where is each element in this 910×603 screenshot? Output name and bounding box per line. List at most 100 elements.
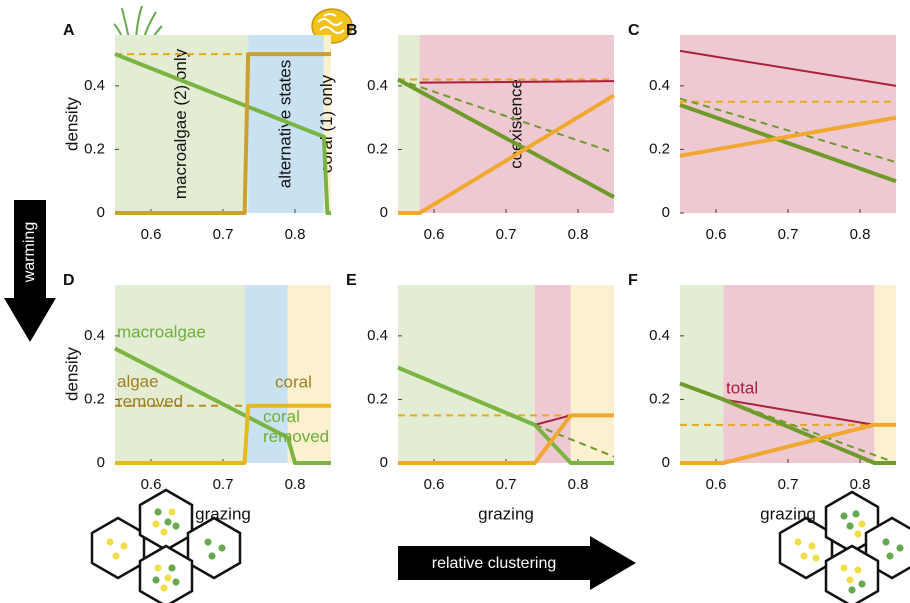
cell-dot — [168, 564, 175, 571]
x-tick-label: 0.7 — [778, 226, 799, 243]
y-tick-label: 0.4 — [367, 327, 388, 344]
y-tick-label: 0.4 — [367, 77, 388, 94]
cell-dot — [840, 564, 847, 571]
hexagon — [92, 518, 144, 578]
cell-dot — [204, 538, 211, 545]
cell-dot — [852, 510, 859, 517]
region — [571, 285, 614, 463]
cell-dot — [886, 552, 893, 559]
cell-dot — [172, 578, 179, 585]
cell-dot — [160, 584, 167, 591]
y-tick-label: 0.2 — [649, 390, 670, 407]
x-tick-label: 0.7 — [496, 476, 517, 493]
region — [723, 285, 874, 463]
region — [874, 285, 896, 463]
y-tick-label: 0.2 — [367, 390, 388, 407]
panel-letter: D — [63, 272, 75, 289]
cell-dot — [164, 518, 171, 525]
y-tick-label: 0 — [97, 454, 105, 471]
cell-dot — [172, 522, 179, 529]
x-tick-label: 0.8 — [850, 476, 871, 493]
cell-dot — [152, 576, 159, 583]
clustering-arrow: relative clustering — [398, 536, 636, 590]
panel: 0 0.2 0.4 0.6 0.7 0.8 total Fgrazing — [628, 272, 896, 523]
x-tick-label: 0.6 — [424, 226, 445, 243]
x-tick-label: 0.7 — [778, 476, 799, 493]
y-tick-label: 0.4 — [649, 327, 670, 344]
y-tick-label: 0 — [662, 204, 670, 221]
y-tick-label: 0 — [662, 454, 670, 471]
panel-letter: C — [628, 22, 640, 39]
hexagon — [780, 518, 832, 578]
cell-dot — [858, 580, 865, 587]
cell-dot — [846, 522, 853, 529]
cell-dot — [160, 528, 167, 535]
cell-dot — [848, 586, 855, 593]
panel-letter: F — [628, 272, 638, 289]
y-tick-label: 0.4 — [84, 327, 105, 344]
x-tick-label: 0.6 — [706, 476, 727, 493]
cell-dot — [154, 508, 161, 515]
figure: warming relative clustering macroalgae (… — [0, 0, 910, 603]
arrow-label: warming — [21, 222, 38, 283]
region — [680, 285, 723, 463]
y-tick-label: 0 — [380, 454, 388, 471]
cell-dot — [846, 576, 853, 583]
panel: macroalgae (2) onlyalternative statescor… — [62, 22, 335, 243]
series-label: coral — [275, 372, 312, 391]
x-tick-label: 0.6 — [424, 476, 445, 493]
cell-dot — [800, 552, 807, 559]
panel-letter: A — [63, 22, 75, 39]
cell-dot — [168, 508, 175, 515]
x-axis-label: grazing — [195, 504, 251, 523]
cell-dot — [858, 520, 865, 527]
y-axis-label: density — [62, 97, 81, 151]
x-axis-label: grazing — [760, 504, 816, 523]
cell-dot — [854, 530, 861, 537]
x-tick-label: 0.6 — [141, 476, 162, 493]
x-tick-label: 0.8 — [568, 476, 589, 493]
panel-letter: E — [346, 272, 357, 289]
x-tick-label: 0.6 — [141, 226, 162, 243]
region-label: macroalgae (2) only — [171, 48, 190, 199]
y-tick-label: 0 — [380, 204, 388, 221]
hexagon — [188, 518, 240, 578]
cell-dot — [152, 520, 159, 527]
x-tick-label: 0.7 — [213, 476, 234, 493]
series-label: total — [726, 378, 758, 397]
x-tick-label: 0.8 — [568, 226, 589, 243]
warming-arrow: warming — [4, 200, 56, 342]
y-tick-label: 0.2 — [84, 390, 105, 407]
y-tick-label: 0.2 — [649, 140, 670, 157]
series-label: macroalgae — [117, 322, 206, 341]
cell-dot — [840, 512, 847, 519]
y-axis-label: density — [62, 347, 81, 401]
y-tick-label: 0 — [97, 204, 105, 221]
cell-dot — [218, 544, 225, 551]
cell-dot — [154, 564, 161, 571]
cell-dot — [812, 554, 819, 561]
cell-dot — [794, 538, 801, 545]
y-tick-label: 0.2 — [367, 140, 388, 157]
x-tick-label: 0.6 — [706, 226, 727, 243]
x-axis-label: grazing — [478, 504, 534, 523]
cell-dot — [208, 552, 215, 559]
cell-dot — [120, 542, 127, 549]
x-tick-label: 0.7 — [213, 226, 234, 243]
region — [398, 35, 420, 213]
cell-dot — [164, 574, 171, 581]
x-tick-label: 0.8 — [285, 476, 306, 493]
y-tick-label: 0.4 — [84, 77, 105, 94]
region — [398, 285, 535, 463]
cell-dot — [882, 538, 889, 545]
panel-letter: B — [346, 22, 358, 39]
y-tick-label: 0.4 — [649, 77, 670, 94]
cell-dot — [896, 544, 903, 551]
panel: coexistence00.20.40.60.70.8B — [346, 22, 614, 243]
cell-dot — [112, 552, 119, 559]
x-tick-label: 0.7 — [496, 226, 517, 243]
x-tick-label: 0.8 — [285, 226, 306, 243]
arrow-label: relative clustering — [432, 555, 557, 572]
